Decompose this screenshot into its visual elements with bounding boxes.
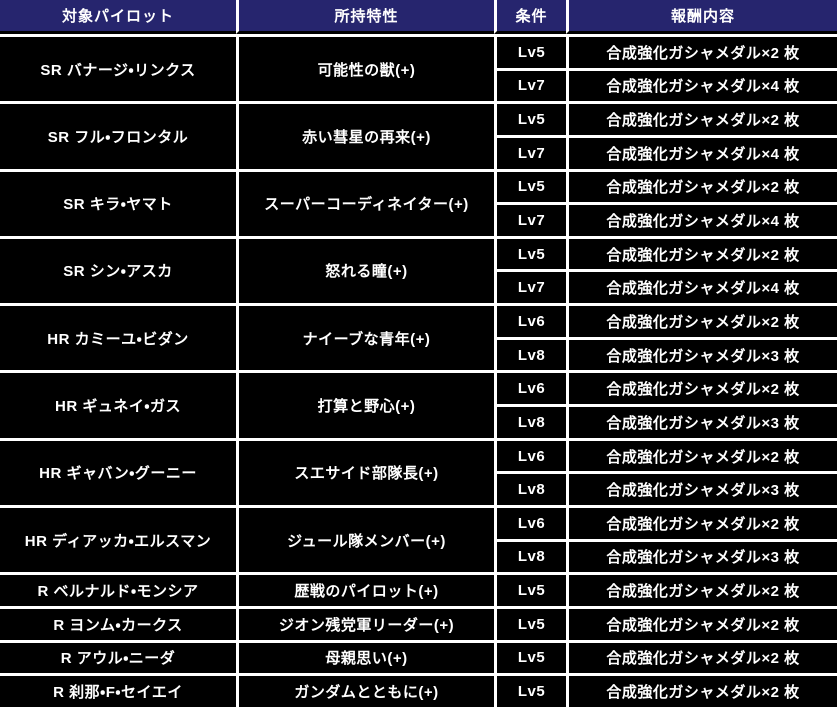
level-cell: Lv8 (494, 336, 566, 371)
reward-cell: 合成強化ガシャメダル×2 枚 (566, 504, 837, 539)
table-subrow: Lv8 合成強化ガシャメダル×3 枚 (0, 471, 837, 505)
trait-cell: 怒れる瞳(+) (236, 235, 494, 304)
level-cell: Lv7 (494, 202, 566, 236)
level-cell: Lv5 (494, 673, 566, 707)
table-row: SR フル・フロンタル 赤い彗星の再来(+) Lv5 合成強化ガシャメダル×2 … (0, 101, 837, 169)
reward-cell: 合成強化ガシャメダル×2 枚 (566, 303, 837, 337)
pilot-cell: R ベルナルド・モンシア (0, 572, 236, 606)
table-row: HR ディアッカ・エルスマン ジュール隊メンバー(+) Lv6 合成強化ガシャメ… (0, 504, 837, 573)
table-subrow: Lv7 合成強化ガシャメダル×4 枚 (0, 67, 837, 102)
level-cell: Lv5 (494, 639, 566, 674)
column-header-reward: 報酬内容 (566, 0, 837, 34)
level-cell: Lv6 (494, 370, 566, 405)
table-row: HR ギュネイ・ガス 打算と野心(+) Lv6 合成強化ガシャメダル×2 枚 (0, 370, 837, 438)
trait-cell: ナイーブな青年(+) (236, 303, 494, 371)
table-row: SR キラ・ヤマト スーパーコーディネイター(+) Lv5 合成強化ガシャメダル… (0, 168, 837, 236)
reward-cell: 合成強化ガシャメダル×2 枚 (566, 639, 837, 674)
table-subrow: Lv7 合成強化ガシャメダル×4 枚 (0, 202, 837, 236)
column-header-pilot: 対象パイロット (0, 0, 236, 34)
trait-cell: ガンダムとともに(+) (236, 673, 494, 707)
level-cell: Lv7 (494, 67, 566, 102)
level-cell: Lv5 (494, 168, 566, 203)
table-row: HR カミーユ・ビダン ナイーブな青年(+) Lv6 合成強化ガシャメダル×2 … (0, 303, 837, 371)
column-header-condition: 条件 (494, 0, 566, 34)
trait-cell: ジュール隊メンバー(+) (236, 504, 494, 573)
reward-cell: 合成強化ガシャメダル×2 枚 (566, 673, 837, 707)
level-cell: Lv6 (494, 437, 566, 472)
table-row: R 刹那・F・セイエイ ガンダムとともに(+) Lv5 合成強化ガシャメダル×2… (0, 673, 837, 707)
level-cell: Lv5 (494, 34, 566, 68)
pilot-cell: HR ギュネイ・ガス (0, 370, 236, 438)
table-subrow: Lv8 合成強化ガシャメダル×3 枚 (0, 336, 837, 371)
pilot-cell: SR シン・アスカ (0, 235, 236, 304)
level-cell: Lv8 (494, 538, 566, 573)
reward-cell: 合成強化ガシャメダル×3 枚 (566, 404, 837, 438)
level-cell: Lv7 (494, 134, 566, 169)
pilot-cell: SR バナージ・リンクス (0, 34, 236, 102)
level-cell: Lv6 (494, 504, 566, 539)
pilot-cell: SR キラ・ヤマト (0, 168, 236, 236)
reward-cell: 合成強化ガシャメダル×2 枚 (566, 572, 837, 606)
trait-cell: 赤い彗星の再来(+) (236, 101, 494, 169)
column-header-trait: 所持特性 (236, 0, 494, 34)
level-cell: Lv5 (494, 605, 566, 640)
trait-cell: スエサイド部隊長(+) (236, 437, 494, 505)
reward-cell: 合成強化ガシャメダル×2 枚 (566, 235, 837, 270)
header-row: 対象パイロット 所持特性 条件 報酬内容 (0, 0, 837, 34)
reward-cell: 合成強化ガシャメダル×2 枚 (566, 34, 837, 68)
pilot-cell: R アウル・ニーダ (0, 639, 236, 674)
pilot-cell: R ヨンム・カークス (0, 605, 236, 640)
reward-cell: 合成強化ガシャメダル×3 枚 (566, 471, 837, 505)
reward-cell: 合成強化ガシャメダル×2 枚 (566, 168, 837, 203)
level-cell: Lv8 (494, 471, 566, 505)
table-row: R アウル・ニーダ 母親思い(+) Lv5 合成強化ガシャメダル×2 枚 (0, 639, 837, 674)
pilot-cell: HR ギャバン・グーニー (0, 437, 236, 505)
table-row: SR シン・アスカ 怒れる瞳(+) Lv5 合成強化ガシャメダル×2 枚 (0, 235, 837, 304)
table-row: SR バナージ・リンクス 可能性の獣(+) Lv5 合成強化ガシャメダル×2 枚 (0, 34, 837, 102)
pilot-cell: R 刹那・F・セイエイ (0, 673, 236, 707)
level-cell: Lv8 (494, 404, 566, 438)
trait-cell: 母親思い(+) (236, 639, 494, 674)
reward-cell: 合成強化ガシャメダル×3 枚 (566, 336, 837, 371)
table-subrow: Lv8 合成強化ガシャメダル×3 枚 (0, 538, 837, 573)
reward-cell: 合成強化ガシャメダル×2 枚 (566, 101, 837, 135)
reward-cell: 合成強化ガシャメダル×2 枚 (566, 605, 837, 640)
reward-cell: 合成強化ガシャメダル×4 枚 (566, 202, 837, 236)
trait-cell: ジオン残党軍リーダー(+) (236, 605, 494, 640)
reward-cell: 合成強化ガシャメダル×4 枚 (566, 134, 837, 169)
pilot-cell: SR フル・フロンタル (0, 101, 236, 169)
trait-cell: 可能性の獣(+) (236, 34, 494, 102)
trait-cell: スーパーコーディネイター(+) (236, 168, 494, 236)
table-row: R ヨンム・カークス ジオン残党軍リーダー(+) Lv5 合成強化ガシャメダル×… (0, 605, 837, 640)
trait-cell: 歴戦のパイロット(+) (236, 572, 494, 606)
level-cell: Lv6 (494, 303, 566, 337)
table-subrow: Lv7 合成強化ガシャメダル×4 枚 (0, 134, 837, 169)
table-row: HR ギャバン・グーニー スエサイド部隊長(+) Lv6 合成強化ガシャメダル×… (0, 437, 837, 505)
reward-cell: 合成強化ガシャメダル×2 枚 (566, 437, 837, 472)
trait-cell: 打算と野心(+) (236, 370, 494, 438)
table-subrow: Lv7 合成強化ガシャメダル×4 枚 (0, 269, 837, 304)
level-cell: Lv5 (494, 235, 566, 270)
table-subrow: Lv8 合成強化ガシャメダル×3 枚 (0, 404, 837, 438)
reward-cell: 合成強化ガシャメダル×4 枚 (566, 269, 837, 304)
reward-cell: 合成強化ガシャメダル×4 枚 (566, 67, 837, 102)
table-row: R ベルナルド・モンシア 歴戦のパイロット(+) Lv5 合成強化ガシャメダル×… (0, 572, 837, 606)
level-cell: Lv7 (494, 269, 566, 304)
level-cell: Lv5 (494, 101, 566, 135)
pilot-cell: HR ディアッカ・エルスマン (0, 504, 236, 573)
level-cell: Lv5 (494, 572, 566, 606)
reward-cell: 合成強化ガシャメダル×2 枚 (566, 370, 837, 405)
reward-cell: 合成強化ガシャメダル×3 枚 (566, 538, 837, 573)
pilot-cell: HR カミーユ・ビダン (0, 303, 236, 371)
